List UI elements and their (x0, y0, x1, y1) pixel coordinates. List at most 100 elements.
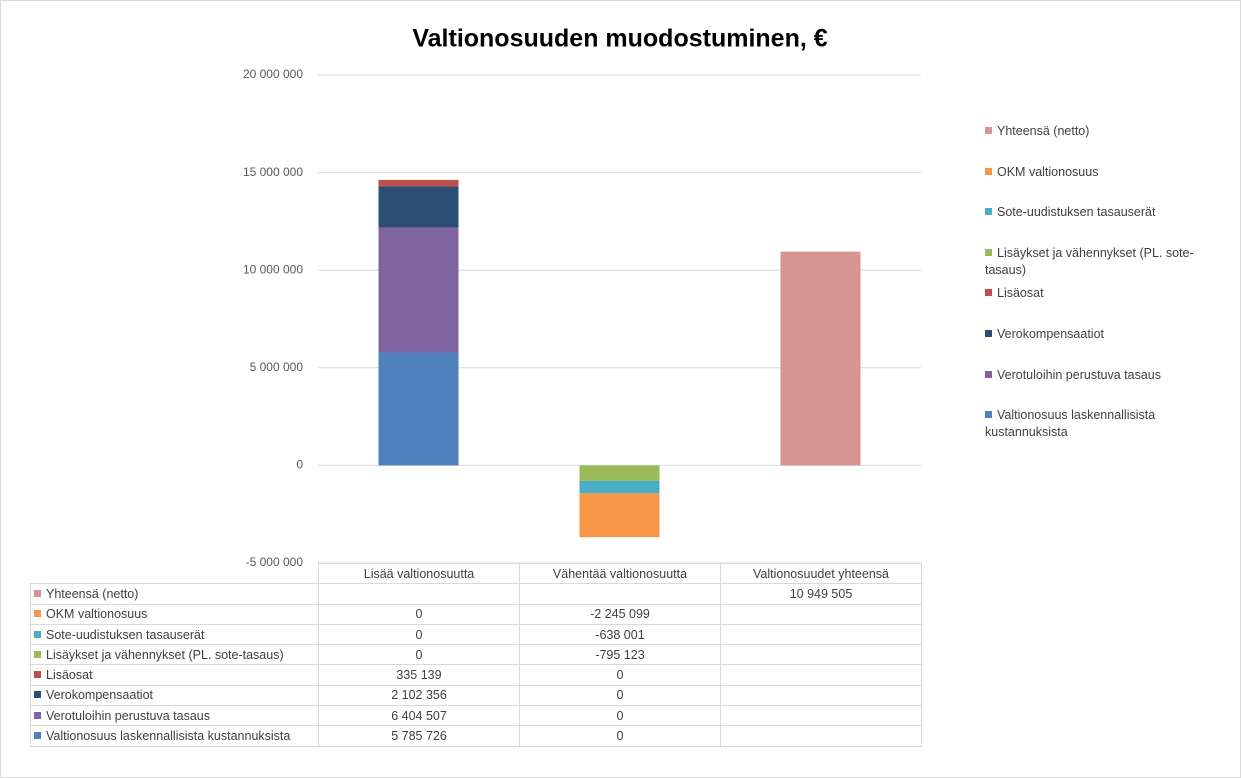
legend-swatch (34, 691, 41, 699)
row-label: Sote-uudistuksen tasauserät (46, 627, 205, 642)
table-cell: 0 (519, 705, 721, 727)
table-row-label: Verokompensaatiot (30, 684, 319, 707)
row-label: Verotuloihin perustuva tasaus (46, 708, 210, 723)
table-cell: -795 123 (519, 644, 721, 666)
table-cell: 6 404 507 (318, 705, 520, 727)
legend-label: Verotuloihin perustuva tasaus (997, 367, 1161, 382)
table-cell: 2 102 356 (318, 684, 520, 707)
table-header: Valtionosuudet yhteensä (720, 562, 922, 585)
bar-segment (378, 352, 459, 466)
table-row-label: Lisäosat (30, 664, 319, 686)
table-cell: 10 949 505 (720, 583, 922, 605)
table-row: Verotuloihin perustuva tasaus 6 404 507 0 (30, 705, 922, 727)
legend-item: Valtionosuus laskennallisista kustannuks… (985, 407, 1230, 441)
legend-item: OKM valtionosuus (985, 164, 1230, 181)
legend-swatch (985, 167, 992, 175)
y-tick-label: 20 000 000 (243, 67, 303, 81)
table-row: Verokompensaatiot 2 102 356 0 (30, 684, 922, 707)
table-cell (720, 725, 922, 747)
table-row-label: Verotuloihin perustuva tasaus (30, 705, 319, 727)
y-tick-label: 5 000 000 (250, 360, 304, 374)
legend-label: Verokompensaatiot (997, 327, 1105, 341)
legend-swatch (985, 208, 992, 216)
table-row-label: OKM valtionosuus (30, 603, 319, 625)
bar-segment (579, 465, 660, 481)
table-row: OKM valtionosuus 0 -2 245 099 (30, 603, 922, 625)
legend-swatch (985, 289, 992, 297)
table-cell (720, 603, 922, 625)
legend-item: Lisäosat (985, 285, 1230, 302)
table-header-row: Lisää valtionosuutta Vähentää valtionosuu… (30, 562, 922, 585)
legend-label: Yhteensä (netto) (997, 124, 1090, 138)
table-row: Yhteensä (netto) 10 949 505 (30, 583, 922, 605)
legend-item: Verokompensaatiot (985, 326, 1230, 343)
table-cell: 0 (318, 644, 520, 666)
bar-segment (378, 227, 459, 353)
bar-segment (579, 480, 660, 494)
legend-swatch (34, 630, 41, 638)
bar-segment (378, 186, 459, 228)
legend-label: Lisäykset ja vähennykset (PL. sote-tasau… (985, 245, 1194, 277)
table-cell: -638 001 (519, 623, 721, 646)
table-row-label: Valtionosuus laskennallisista kustannuks… (30, 725, 319, 747)
table-cell: 0 (318, 603, 520, 625)
table-cell (519, 583, 721, 605)
table-cell (720, 644, 922, 666)
row-label: Lisäosat (46, 668, 93, 683)
table-cell (720, 664, 922, 686)
table-cell: 0 (519, 725, 721, 747)
bar-segment (780, 251, 861, 466)
legend-swatch (985, 127, 992, 134)
row-label: Yhteensä (netto) (46, 586, 139, 601)
legend-swatch (34, 589, 41, 597)
table-row-label: Lisäykset ja vähennykset (PL. sote-tasau… (30, 644, 319, 666)
table-row-label: Sote-uudistuksen tasauserät (30, 623, 319, 646)
table-cell (720, 684, 922, 707)
legend-swatch (985, 370, 992, 378)
table-cell: 0 (519, 664, 721, 686)
legend-swatch (34, 650, 41, 658)
table-header: Lisää valtionosuutta (318, 562, 520, 585)
table-cell (720, 705, 922, 727)
table-cell: 0 (519, 684, 721, 707)
table-cell: 5 785 726 (318, 725, 520, 747)
legend-swatch (34, 711, 41, 719)
legend-label: Lisäosat (997, 286, 1044, 301)
table-corner (30, 563, 319, 584)
table-row: Lisäosat 335 139 0 (30, 664, 922, 686)
bar-segment (378, 179, 459, 187)
table-cell: 335 139 (318, 664, 520, 686)
row-label: OKM valtionosuus (46, 607, 148, 622)
y-tick-label: 15 000 000 (243, 165, 303, 179)
table-cell: 0 (318, 623, 520, 646)
legend-swatch (34, 610, 41, 618)
table-cell (318, 583, 520, 605)
legend-item: Sote-uudistuksen tasauserät (985, 204, 1230, 221)
chart-title: Valtionosuuden muodostuminen, € (412, 25, 827, 53)
table-cell: -2 245 099 (519, 603, 721, 625)
data-table: Lisää valtionosuutta Vähentää valtionosuu… (30, 562, 922, 747)
table-header: Vähentää valtionosuutta (519, 562, 721, 585)
legend-label: Sote-uudistuksen tasauserät (997, 205, 1156, 220)
legend-swatch (985, 411, 992, 419)
table-row: Sote-uudistuksen tasauserät 0 -638 001 (30, 623, 922, 646)
legend-item: Verotuloihin perustuva tasaus (985, 367, 1230, 384)
legend-item: Yhteensä (netto) (985, 123, 1230, 140)
row-label: Valtionosuus laskennallisista kustannuks… (46, 729, 291, 744)
legend-label: Valtionosuus laskennallisista kustannuks… (985, 408, 1156, 440)
legend-item: Lisäykset ja vähennykset (PL. sote-tasau… (985, 245, 1230, 279)
bar-segment (579, 493, 660, 538)
y-tick-label: 0 (296, 458, 303, 472)
row-label: Verokompensaatiot (46, 688, 154, 703)
y-tick-label: 10 000 000 (243, 262, 303, 276)
table-row-label: Yhteensä (netto) (30, 583, 319, 605)
table-cell (720, 623, 922, 646)
table-row: Lisäykset ja vähennykset (PL. sote-tasau… (30, 644, 922, 666)
row-label: Lisäykset ja vähennykset (PL. sote-tasau… (46, 647, 284, 662)
legend-label: OKM valtionosuus (997, 164, 1099, 179)
legend-swatch (985, 248, 992, 256)
legend-swatch (985, 330, 992, 337)
table-row: Valtionosuus laskennallisista kustannuks… (30, 725, 922, 747)
